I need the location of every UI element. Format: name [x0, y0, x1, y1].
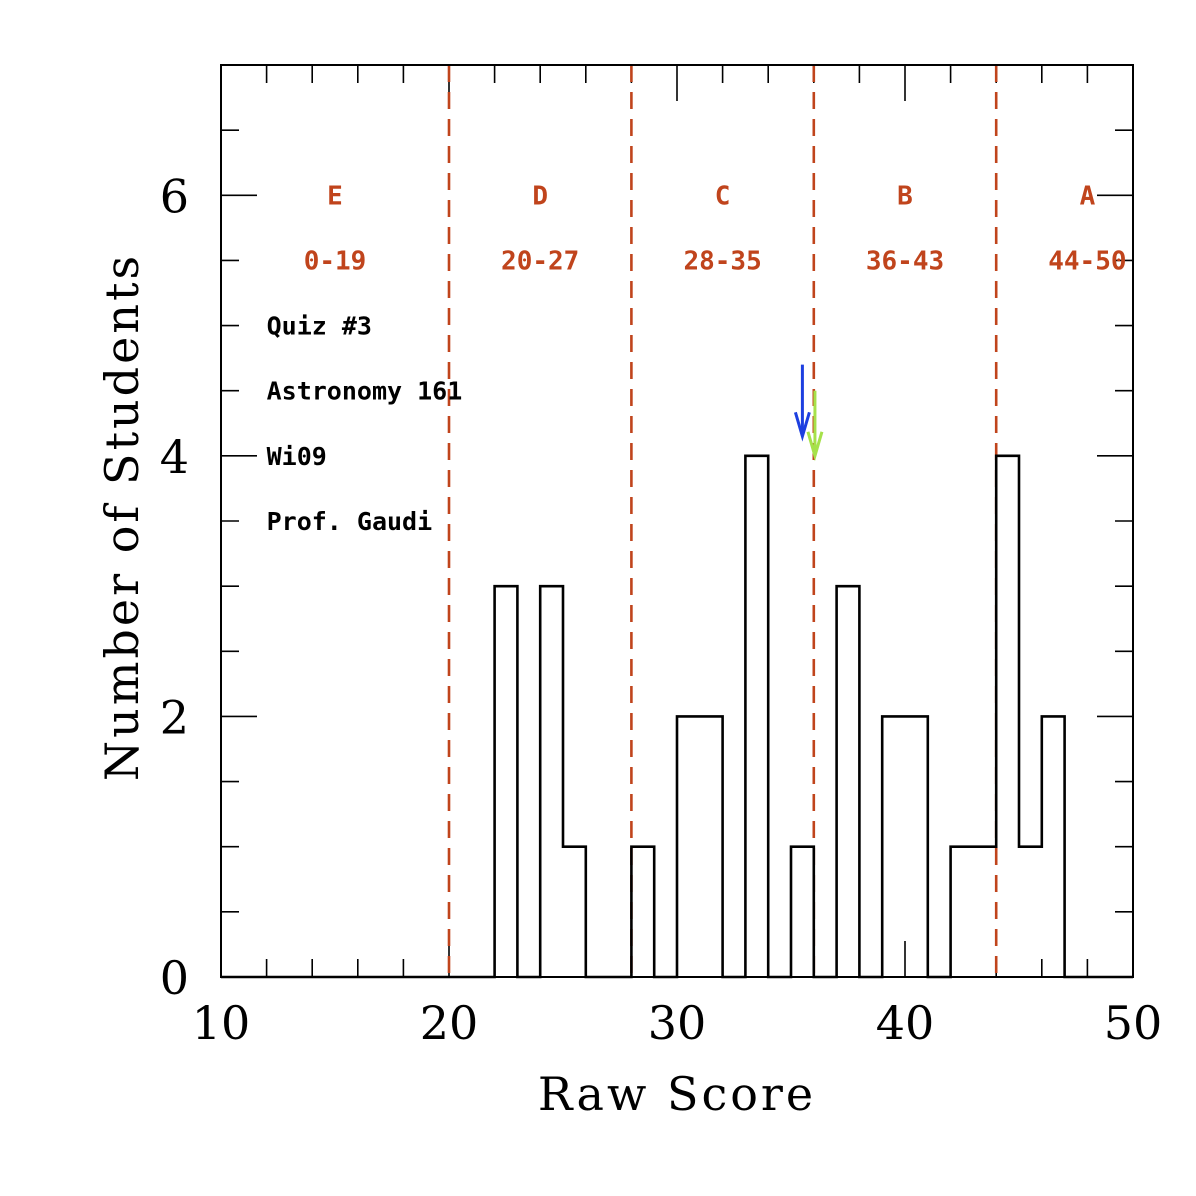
x-tick-label: 30 [648, 996, 707, 1050]
x-tick-label: 20 [420, 996, 479, 1050]
y-tick-labels: 0 2 4 6 [160, 169, 189, 1005]
grade-range: 28-35 [683, 246, 761, 276]
y-tick-label: 6 [160, 169, 189, 223]
annotation-text: Astronomy 161 [267, 377, 463, 406]
annotation-text: Prof. Gaudi [267, 507, 433, 536]
plot-frame [220, 64, 1134, 978]
x-tick-label: 40 [876, 996, 935, 1050]
grade-range: 36-43 [866, 246, 944, 276]
x-axis-title: Raw Score [538, 1067, 816, 1121]
score-markers [793, 364, 824, 462]
grade-letter: A [1080, 181, 1096, 211]
x-tick-labels: 10 20 30 40 50 [192, 996, 1163, 1050]
grade-letter: D [532, 181, 548, 211]
y-tick-label: 4 [160, 430, 189, 484]
y-tick-label: 2 [160, 690, 189, 744]
grade-letter: B [897, 181, 913, 211]
quiz-info: Quiz #3 Astronomy 161 Wi09 Prof. Gaudi [267, 312, 463, 536]
grade-range: 44-50 [1048, 246, 1126, 276]
y-tick-label: 0 [160, 951, 189, 1005]
annotation-text: Quiz #3 [267, 312, 372, 341]
grade-letter: E [327, 181, 343, 211]
x-tick-label: 50 [1104, 996, 1163, 1050]
x-tick-label: 10 [192, 996, 251, 1050]
grade-labels: E 0-19 D 20-27 C 28-35 B 36-43 A 44-50 [304, 181, 1127, 276]
green-arrow-head [806, 431, 824, 462]
grade-letter: C [715, 181, 731, 211]
annotation-text: Wi09 [267, 442, 327, 471]
blue-arrow-head [793, 411, 811, 442]
grade-range: 0-19 [304, 246, 367, 276]
grade-range: 20-27 [501, 246, 579, 276]
y-axis-title: Number of Students [95, 253, 149, 781]
